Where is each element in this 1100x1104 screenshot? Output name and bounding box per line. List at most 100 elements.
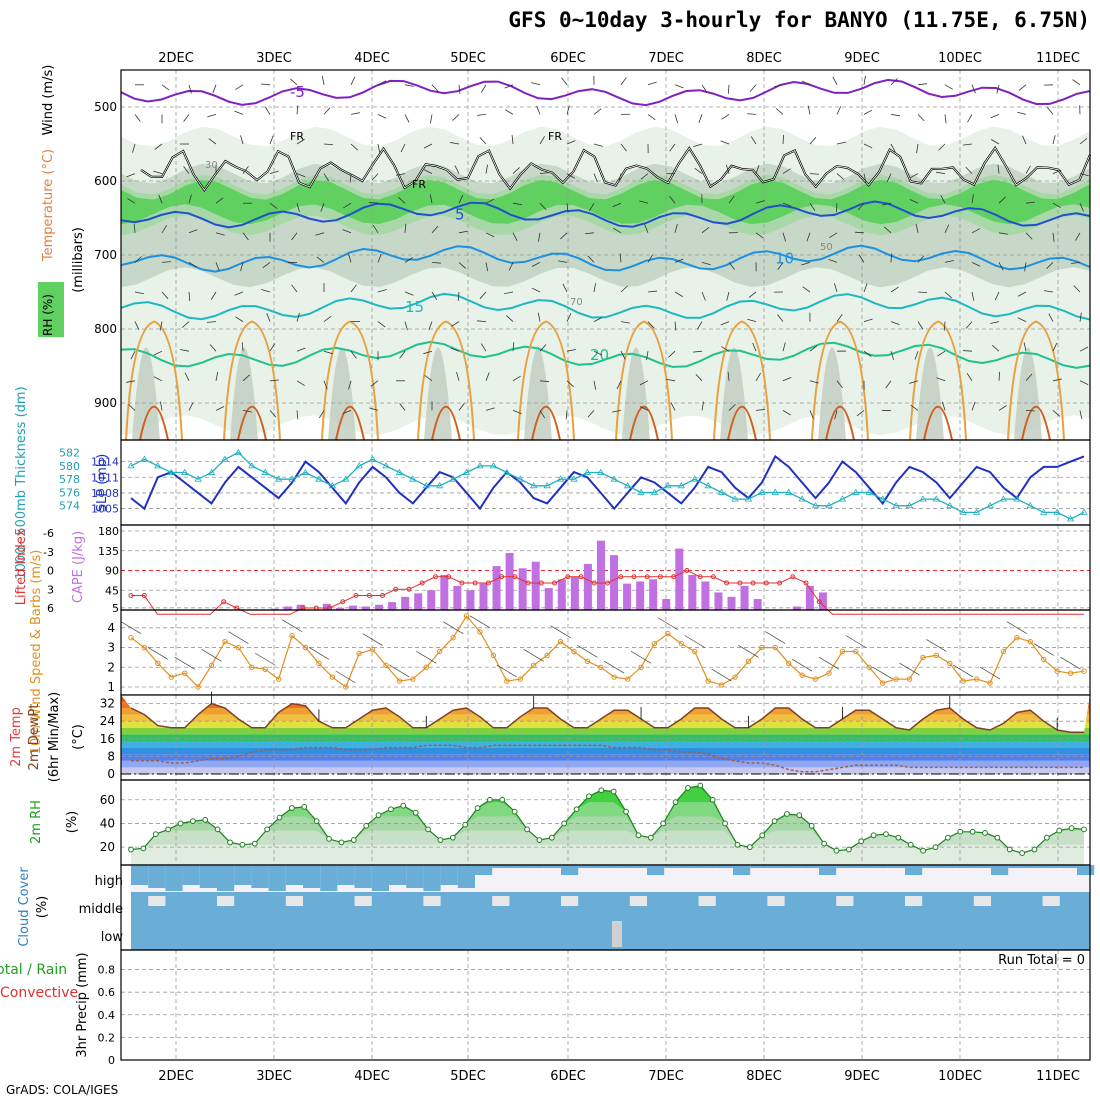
x-tick-label-bottom: 11DEC: [1036, 1069, 1080, 1084]
cloud-high-cell: [251, 865, 268, 888]
cape-bar: [453, 586, 461, 610]
cloud-high-cell: [733, 865, 750, 875]
cloud-high-cell: [991, 865, 1008, 875]
wind-barb: [202, 649, 222, 661]
cloud-high-cell: [269, 865, 286, 891]
cape-bar: [597, 541, 605, 610]
rh-marker: [958, 829, 963, 834]
x-tick-label-bottom: 8DEC: [746, 1069, 782, 1084]
cape-bar: [623, 584, 631, 610]
y-tick-label-li: -3: [43, 546, 54, 559]
cloud-high-cell: [286, 865, 303, 885]
y-tick-label: 0.8: [98, 964, 116, 977]
y-tick-label-cape: 180: [98, 525, 119, 538]
rh-marker: [785, 812, 790, 817]
ylabel-rh: RH (%): [41, 294, 55, 336]
cloud-gap: [492, 896, 509, 906]
rh-marker: [141, 846, 146, 851]
y-tick-label-cape: 45: [105, 584, 119, 597]
rh-marker: [983, 831, 988, 836]
y-tick-label: 500: [94, 100, 117, 114]
ylabel-minmax: (6hr Min/Max): [47, 692, 62, 782]
cape-bar: [532, 562, 540, 610]
rh-marker: [871, 833, 876, 838]
y-tick-label: 2: [107, 660, 115, 674]
ylabel-wind: Wind (m/s): [41, 65, 56, 136]
wind-frame: [121, 610, 1090, 695]
cape-bar: [323, 604, 331, 610]
rh-marker: [624, 809, 629, 814]
x-tick-label-top: 6DEC: [550, 51, 586, 66]
temp-color-band: [121, 761, 1090, 768]
rh-marker: [995, 835, 1000, 840]
cape-bar: [388, 602, 396, 610]
ylabel-dewpt: 2m DewPt: [27, 704, 42, 771]
wind-barb: [873, 667, 893, 679]
rh-marker: [488, 797, 493, 802]
wind-barb: [363, 634, 383, 646]
cape-frame: [121, 525, 1090, 610]
x-tick-label-top: 10DEC: [938, 51, 982, 66]
rh-marker: [1020, 851, 1025, 856]
cloud-gap: [974, 896, 991, 906]
rh-marker: [933, 845, 938, 850]
cloud-high-cell: [200, 865, 217, 888]
rh-marker: [587, 794, 592, 799]
wind-barb: [1061, 657, 1081, 669]
y-tick-label: 900: [94, 396, 117, 410]
wind-barb: [309, 647, 329, 659]
cloud-gap: [561, 896, 578, 906]
y-tick-label: 20: [100, 840, 115, 854]
rh-marker: [129, 847, 134, 852]
ylabel-rh2m: 2m RH: [29, 800, 44, 844]
ylabel-temp: 2m Temp: [9, 707, 24, 767]
rh-marker: [1057, 828, 1062, 833]
y-tick-label: 24: [100, 714, 115, 728]
rh-marker: [512, 809, 517, 814]
rh-marker: [908, 842, 913, 847]
rh-marker: [846, 847, 851, 852]
rh-marker: [426, 827, 431, 832]
cloud-high-cell: [389, 865, 406, 885]
cape-bar: [675, 549, 683, 610]
ylabel-cloud-unit: (%): [35, 896, 50, 919]
wind-barb: [980, 667, 1000, 679]
cape-bar: [662, 599, 670, 610]
rh-marker: [351, 838, 356, 843]
cape-bar: [506, 553, 514, 610]
y-tick-label: 60: [100, 793, 115, 807]
cloud-high-cell: [337, 865, 354, 885]
y-tick-label: 16: [100, 732, 115, 746]
x-tick-label-top: 3DEC: [256, 51, 292, 66]
rh-marker: [884, 832, 889, 837]
ylabel-cape: CAPE (J/kg): [71, 531, 86, 603]
rh-fill: [131, 845, 1084, 865]
isotherm-label: 10: [775, 250, 794, 268]
y-tick-label-cape: 90: [105, 565, 119, 578]
rh-marker: [896, 835, 901, 840]
cape-bar: [414, 593, 422, 610]
wind-barb: [926, 639, 946, 651]
cape-bar: [493, 566, 501, 610]
y-tick-label-cape: 5: [112, 602, 119, 615]
cloud-high-cell: [165, 865, 182, 891]
rh-marker: [215, 827, 220, 832]
cape-bar: [440, 575, 448, 610]
wind-barb: [712, 669, 732, 681]
cape-bar: [584, 564, 592, 610]
rh-marker: [1007, 847, 1012, 852]
cape-bar: [701, 581, 709, 610]
rh-marker: [673, 800, 678, 805]
cloud-gap: [699, 896, 716, 906]
page-title: GFS 0~10day 3-hourly for BANYO (11.75E, …: [380, 8, 1090, 32]
cape-bar: [519, 568, 527, 610]
cloud-row-label: middle: [79, 902, 123, 917]
cloud-high-cell: [183, 865, 200, 885]
x-tick-label-top: 2DEC: [158, 51, 194, 66]
rh-marker: [537, 838, 542, 843]
rh-contour-label: 70: [570, 297, 583, 308]
ylabel-millibars: (millibars): [71, 227, 86, 293]
rh-marker: [1082, 827, 1087, 832]
x-tick-label-bottom: 2DEC: [158, 1069, 194, 1084]
